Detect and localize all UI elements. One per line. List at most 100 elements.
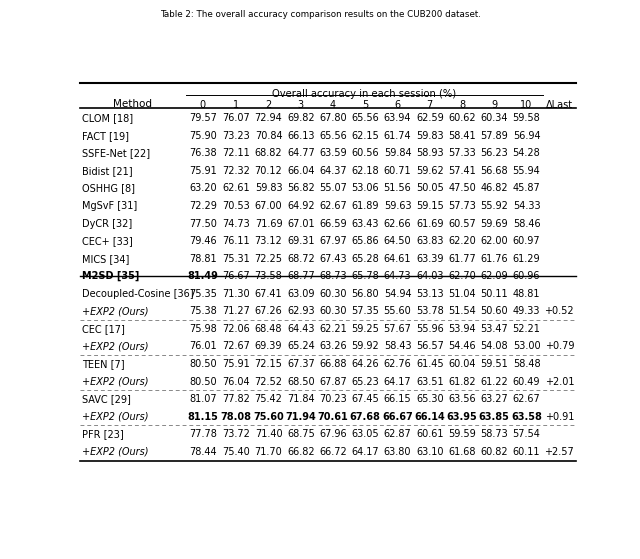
Text: 67.68: 67.68 — [350, 411, 381, 421]
Text: 59.58: 59.58 — [513, 113, 540, 123]
Text: 56.68: 56.68 — [481, 166, 508, 176]
Text: 67.41: 67.41 — [255, 289, 282, 299]
Text: 58.43: 58.43 — [384, 342, 412, 352]
Text: 57.33: 57.33 — [448, 148, 476, 158]
Text: 65.23: 65.23 — [351, 377, 379, 387]
Text: SAVC [29]: SAVC [29] — [82, 394, 131, 404]
Text: 70.84: 70.84 — [255, 131, 282, 141]
Text: 73.58: 73.58 — [255, 271, 282, 281]
Text: 64.03: 64.03 — [416, 271, 444, 281]
Text: 59.63: 59.63 — [384, 201, 412, 211]
Text: 60.04: 60.04 — [448, 359, 476, 369]
Text: 76.04: 76.04 — [223, 377, 250, 387]
Text: 75.98: 75.98 — [189, 324, 217, 334]
Text: CLOM [18]: CLOM [18] — [82, 113, 133, 123]
Text: +0.52: +0.52 — [545, 306, 574, 316]
Text: 63.56: 63.56 — [448, 394, 476, 404]
Text: +EXP2 (Ours): +EXP2 (Ours) — [82, 306, 148, 316]
Text: Decoupled-Cosine [36]: Decoupled-Cosine [36] — [82, 289, 194, 299]
Text: 58.46: 58.46 — [513, 219, 540, 229]
Text: 64.43: 64.43 — [287, 324, 314, 334]
Text: 55.96: 55.96 — [416, 324, 444, 334]
Text: 8: 8 — [459, 100, 465, 110]
Text: 70.61: 70.61 — [317, 411, 348, 421]
Text: 7: 7 — [427, 100, 433, 110]
Text: 73.23: 73.23 — [222, 131, 250, 141]
Text: 63.26: 63.26 — [319, 342, 347, 352]
Text: 67.43: 67.43 — [319, 254, 347, 264]
Text: 64.50: 64.50 — [384, 236, 412, 246]
Text: 72.67: 72.67 — [222, 342, 250, 352]
Text: 73.72: 73.72 — [222, 429, 250, 439]
Text: 77.78: 77.78 — [189, 429, 217, 439]
Text: 68.75: 68.75 — [287, 429, 315, 439]
Text: 6: 6 — [394, 100, 401, 110]
Text: 62.61: 62.61 — [223, 183, 250, 193]
Text: 71.40: 71.40 — [255, 429, 282, 439]
Text: 60.34: 60.34 — [481, 113, 508, 123]
Text: 61.76: 61.76 — [481, 254, 508, 264]
Text: 66.14: 66.14 — [414, 411, 445, 421]
Text: 4: 4 — [330, 100, 336, 110]
Text: +2.01: +2.01 — [545, 377, 574, 387]
Text: 71.94: 71.94 — [285, 411, 316, 421]
Text: 59.51: 59.51 — [481, 359, 508, 369]
Text: 61.77: 61.77 — [448, 254, 476, 264]
Text: 54.46: 54.46 — [448, 342, 476, 352]
Text: 60.61: 60.61 — [416, 429, 444, 439]
Text: 51.04: 51.04 — [448, 289, 476, 299]
Text: 53.13: 53.13 — [416, 289, 444, 299]
Text: 74.73: 74.73 — [222, 219, 250, 229]
Text: 9: 9 — [491, 100, 497, 110]
Text: 60.11: 60.11 — [513, 447, 540, 457]
Text: 3: 3 — [298, 100, 304, 110]
Text: 75.91: 75.91 — [189, 166, 217, 176]
Text: 62.18: 62.18 — [351, 166, 379, 176]
Text: SSFE-Net [22]: SSFE-Net [22] — [82, 148, 150, 158]
Text: 70.53: 70.53 — [222, 201, 250, 211]
Text: 75.31: 75.31 — [222, 254, 250, 264]
Text: 81.15: 81.15 — [188, 411, 218, 421]
Text: 59.62: 59.62 — [416, 166, 444, 176]
Text: 62.67: 62.67 — [319, 201, 347, 211]
Text: 54.94: 54.94 — [384, 289, 412, 299]
Text: M2SD [35]: M2SD [35] — [82, 271, 140, 281]
Text: 77.82: 77.82 — [222, 394, 250, 404]
Text: 58.73: 58.73 — [481, 429, 508, 439]
Text: +0.91: +0.91 — [545, 411, 574, 421]
Text: 71.30: 71.30 — [223, 289, 250, 299]
Text: 76.67: 76.67 — [222, 271, 250, 281]
Text: 71.84: 71.84 — [287, 394, 315, 404]
Text: 75.40: 75.40 — [222, 447, 250, 457]
Text: 70.12: 70.12 — [255, 166, 282, 176]
Text: 63.10: 63.10 — [416, 447, 444, 457]
Text: 75.38: 75.38 — [189, 306, 217, 316]
Text: 65.24: 65.24 — [287, 342, 315, 352]
Text: 62.67: 62.67 — [513, 394, 540, 404]
Text: 65.56: 65.56 — [319, 131, 347, 141]
Text: TEEN [7]: TEEN [7] — [82, 359, 125, 369]
Text: 61.89: 61.89 — [351, 201, 379, 211]
Text: 59.59: 59.59 — [448, 429, 476, 439]
Text: 10: 10 — [520, 100, 532, 110]
Text: 58.48: 58.48 — [513, 359, 540, 369]
Text: 59.84: 59.84 — [384, 148, 412, 158]
Text: 72.32: 72.32 — [222, 166, 250, 176]
Text: 52.21: 52.21 — [513, 324, 540, 334]
Text: 62.93: 62.93 — [287, 306, 315, 316]
Text: 0: 0 — [200, 100, 206, 110]
Text: 45.87: 45.87 — [513, 183, 540, 193]
Text: 50.11: 50.11 — [481, 289, 508, 299]
Text: 5: 5 — [362, 100, 369, 110]
Text: 62.09: 62.09 — [481, 271, 508, 281]
Text: 66.59: 66.59 — [319, 219, 347, 229]
Text: 59.83: 59.83 — [416, 131, 444, 141]
Text: 68.50: 68.50 — [287, 377, 315, 387]
Text: 61.69: 61.69 — [416, 219, 444, 229]
Text: 79.46: 79.46 — [189, 236, 217, 246]
Text: 65.30: 65.30 — [416, 394, 444, 404]
Text: 57.41: 57.41 — [448, 166, 476, 176]
Text: 64.77: 64.77 — [287, 148, 315, 158]
Text: +EXP2 (Ours): +EXP2 (Ours) — [82, 447, 148, 457]
Text: 60.56: 60.56 — [351, 148, 379, 158]
